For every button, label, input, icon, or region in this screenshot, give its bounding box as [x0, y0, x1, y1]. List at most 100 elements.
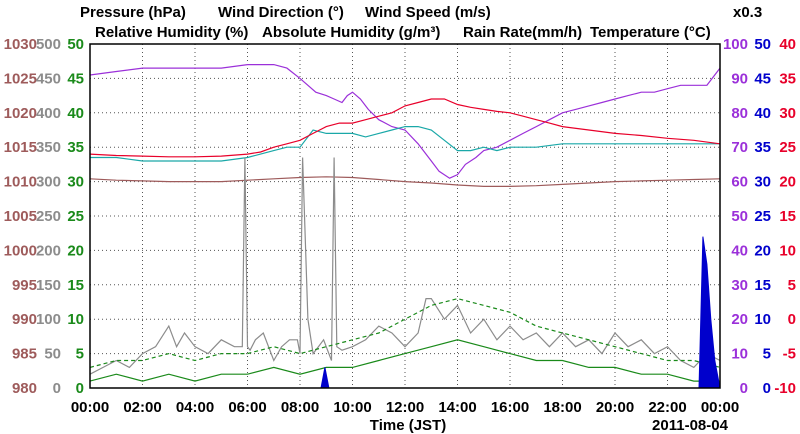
axis-labels: 1030102510201015101010051000995990985980…: [4, 36, 796, 416]
rain-rate-tick-label: 0: [763, 380, 771, 397]
temperature-tick-label: 35: [779, 70, 796, 87]
relative-humidity-tick-label: 30: [731, 277, 748, 294]
rain-event-1: [698, 236, 721, 389]
wind-direction-tick-label: 400: [36, 105, 61, 122]
date-label: 2011-08-04: [652, 417, 729, 434]
x-tick-label: 10:00: [333, 399, 371, 416]
relative-humidity-tick-label: 90: [731, 70, 748, 87]
wind-direction-tick-label: 250: [36, 208, 61, 225]
header-wind-speed: Wind Speed (m/s): [365, 4, 491, 21]
wind-speed-tick-label: 10: [67, 311, 84, 328]
relative-humidity-tick-label: 60: [731, 174, 748, 191]
rain-rate-tick-label: 45: [754, 70, 771, 87]
x-tick-label: 06:00: [228, 399, 266, 416]
pressure-tick-label: 1005: [4, 208, 37, 225]
wind-speed-tick-label: 15: [67, 277, 84, 294]
header-absolute-humidity: Absolute Humidity (g/m³): [262, 24, 440, 41]
temperature-tick-label: 25: [779, 139, 796, 156]
pressure-tick-label: 995: [12, 277, 37, 294]
relative-humidity-tick-label: 100: [723, 36, 748, 53]
wind-speed-tick-label: 5: [76, 346, 84, 363]
x-tick-label: 00:00: [71, 399, 109, 416]
x-axis-title: Time (JST): [370, 417, 446, 434]
temperature-tick-label: 0: [788, 311, 796, 328]
relative-humidity-tick-label: 10: [731, 346, 748, 363]
wind-speed-tick-label: 20: [67, 242, 84, 259]
series-line-0: [89, 63, 721, 179]
series-line-4: [89, 157, 721, 375]
x-tick-label: 02:00: [123, 399, 161, 416]
grid: [90, 44, 720, 388]
wind-speed-tick-label: 30: [67, 174, 84, 191]
wind-direction-tick-label: 300: [36, 174, 61, 191]
series-line-6: [89, 297, 721, 368]
rain-rate-tick-label: 50: [754, 36, 771, 53]
pressure-tick-label: 980: [12, 380, 37, 397]
pressure-tick-label: 1020: [4, 105, 37, 122]
temperature-tick-label: 15: [779, 208, 796, 225]
x-tick-label: 22:00: [648, 399, 686, 416]
wind-direction-tick-label: 50: [44, 346, 61, 363]
rain-rate-tick-label: 25: [754, 208, 771, 225]
temperature-tick-label: 5: [788, 277, 796, 294]
header-multiplier: x0.3: [733, 4, 762, 21]
rain-rate-tick-label: 5: [763, 346, 771, 363]
rain-rate-tick-label: 15: [754, 277, 771, 294]
rain-rate-tick-label: 10: [754, 311, 771, 328]
pressure-tick-label: 1015: [4, 139, 37, 156]
temperature-tick-label: -5: [783, 346, 796, 363]
wind-speed-tick-label: 0: [76, 380, 84, 397]
series-lines: [89, 63, 721, 389]
pressure-tick-label: 985: [12, 346, 37, 363]
relative-humidity-tick-label: 0: [740, 380, 748, 397]
series-line-5: [89, 339, 720, 382]
rain-rate-tick-label: 30: [754, 174, 771, 191]
wind-speed-tick-label: 50: [67, 36, 84, 53]
wind-direction-tick-label: 100: [36, 311, 61, 328]
series-line-1: [90, 125, 720, 162]
pressure-tick-label: 1025: [4, 70, 37, 87]
header-pressure: Pressure (hPa): [80, 4, 186, 21]
relative-humidity-tick-label: 50: [731, 208, 748, 225]
temperature-tick-label: 40: [779, 36, 796, 53]
wind-direction-tick-label: 0: [53, 380, 61, 397]
header-temperature: Temperature (°C): [590, 24, 711, 41]
header-rain-rate: Rain Rate(mm/h): [463, 24, 582, 41]
temperature-tick-label: -10: [774, 380, 796, 397]
chart-header: Pressure (hPa) Wind Direction (°) Wind S…: [80, 4, 762, 41]
x-tick-label: 08:00: [281, 399, 319, 416]
x-tick-label: 16:00: [491, 399, 529, 416]
wind-speed-tick-label: 45: [67, 70, 84, 87]
pressure-tick-label: 990: [12, 311, 37, 328]
pressure-tick-label: 1000: [4, 242, 37, 259]
plot-frame: [89, 43, 721, 389]
relative-humidity-tick-label: 40: [731, 242, 748, 259]
header-relative-humidity: Relative Humidity (%): [95, 24, 248, 41]
relative-humidity-tick-label: 80: [731, 105, 748, 122]
wind-direction-tick-label: 500: [36, 36, 61, 53]
temperature-tick-label: 10: [779, 242, 796, 259]
series-line-2: [89, 98, 721, 158]
pressure-tick-label: 1010: [4, 174, 37, 191]
rain-rate-tick-label: 20: [754, 242, 771, 259]
temperature-tick-label: 30: [779, 105, 796, 122]
x-tick-label: 12:00: [386, 399, 424, 416]
wind-speed-tick-label: 40: [67, 105, 84, 122]
rain-event-0: [320, 367, 330, 389]
x-tick-label: 18:00: [543, 399, 581, 416]
wind-direction-tick-label: 350: [36, 139, 61, 156]
x-tick-label: 04:00: [176, 399, 214, 416]
wind-speed-tick-label: 35: [67, 139, 84, 156]
series-line-3: [89, 176, 721, 187]
relative-humidity-tick-label: 20: [731, 311, 748, 328]
wind-direction-tick-label: 150: [36, 277, 61, 294]
wind-direction-tick-label: 200: [36, 242, 61, 259]
pressure-tick-label: 1030: [4, 36, 37, 53]
x-tick-label: 20:00: [596, 399, 634, 416]
x-tick-label: 00:00: [701, 399, 739, 416]
rain-rate-tick-label: 40: [754, 105, 771, 122]
header-wind-direction: Wind Direction (°): [218, 4, 344, 21]
rain-rate-tick-label: 35: [754, 139, 771, 156]
wind-direction-tick-label: 450: [36, 70, 61, 87]
